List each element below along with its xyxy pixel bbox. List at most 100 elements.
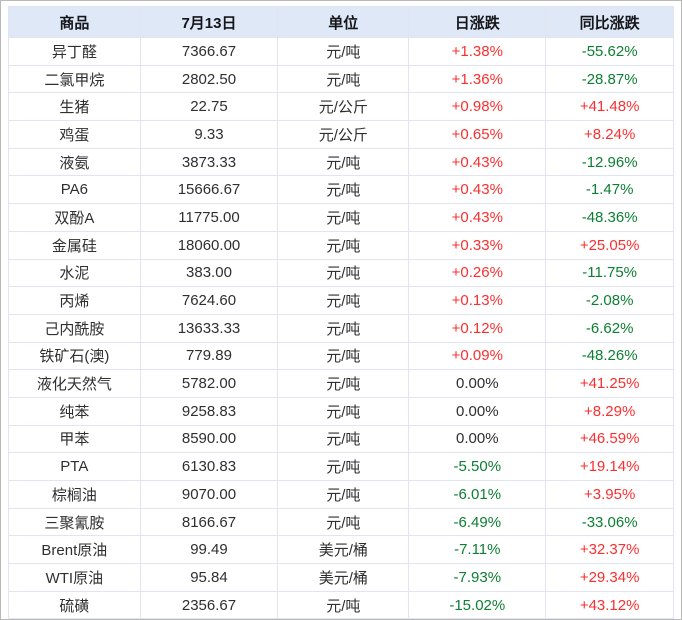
table-row: 液化天然气 5782.00 元/吨 0.00% +41.25%: [8, 369, 674, 398]
unit-cell: 元/吨: [277, 147, 410, 177]
price-cell: 11775.00: [139, 203, 279, 232]
table-header-row: 商品 7月13日 单位 日涨跌 同比涨跌: [8, 6, 674, 38]
price-cell: 7366.67: [139, 37, 279, 66]
commodity-price-table: 商品 7月13日 单位 日涨跌 同比涨跌 异丁醛 7366.67 元/吨 +1.38%…: [8, 6, 674, 620]
table-row: 硫磺 2356.67 元/吨 -15.02% +43.12%: [8, 590, 674, 620]
commodity-name-cell: 己内酰胺: [8, 313, 141, 343]
column-header-yoy-change: 同比涨跌: [545, 6, 674, 38]
commodity-name-cell: 二氯甲烷: [8, 64, 141, 94]
column-header-unit: 单位: [277, 6, 410, 38]
commodity-name-cell: 棕榈油: [8, 480, 141, 509]
unit-cell: 元/吨: [277, 258, 410, 288]
price-cell: 9070.00: [139, 480, 279, 509]
table-row: 鸡蛋 9.33 元/公斤 +0.65% +8.24%: [8, 120, 674, 149]
yoy-change-cell: +46.59%: [545, 424, 674, 454]
yoy-change-cell: +43.12%: [545, 590, 674, 620]
table-row: 液氨 3873.33 元/吨 +0.43% -12.96%: [8, 147, 674, 177]
commodity-name-cell: Brent原油: [8, 535, 141, 565]
table-row: Brent原油 99.49 美元/桶 -7.11% +32.37%: [8, 535, 674, 565]
unit-cell: 元/公斤: [277, 120, 410, 149]
table-row: 金属硅 18060.00 元/吨 +0.33% +25.05%: [8, 230, 674, 260]
price-cell: 13633.33: [139, 313, 279, 343]
price-cell: 2802.50: [139, 64, 279, 94]
unit-cell: 元/吨: [277, 203, 410, 232]
day-change-cell: 0.00%: [408, 369, 547, 398]
price-cell: 3873.33: [139, 147, 279, 177]
table-row: 双酚A 11775.00 元/吨 +0.43% -48.36%: [8, 203, 674, 232]
commodity-name-cell: 三聚氰胺: [8, 507, 141, 537]
day-change-cell: +0.43%: [408, 175, 547, 205]
day-change-cell: +1.36%: [408, 64, 547, 94]
price-cell: 6130.83: [139, 452, 279, 481]
yoy-change-cell: +19.14%: [545, 452, 674, 481]
unit-cell: 元/吨: [277, 37, 410, 66]
table-row: 水泥 383.00 元/吨 +0.26% -11.75%: [8, 258, 674, 288]
table-row: 铁矿石(澳) 779.89 元/吨 +0.09% -48.26%: [8, 341, 674, 371]
unit-cell: 元/吨: [277, 64, 410, 94]
commodity-name-cell: 液化天然气: [8, 369, 141, 398]
unit-cell: 美元/桶: [277, 563, 410, 592]
table-row: PA6 15666.67 元/吨 +0.43% -1.47%: [8, 175, 674, 205]
table-row: PTA 6130.83 元/吨 -5.50% +19.14%: [8, 452, 674, 481]
price-cell: 8166.67: [139, 507, 279, 537]
commodity-name-cell: 鸡蛋: [8, 120, 141, 149]
commodity-name-cell: PA6: [8, 175, 141, 205]
commodity-name-cell: 纯苯: [8, 396, 141, 426]
unit-cell: 元/吨: [277, 480, 410, 509]
commodity-name-cell: WTI原油: [8, 563, 141, 592]
column-header-commodity: 商品: [8, 6, 141, 38]
yoy-change-cell: -48.36%: [545, 203, 674, 232]
table-row: 丙烯 7624.60 元/吨 +0.13% -2.08%: [8, 286, 674, 315]
yoy-change-cell: -12.96%: [545, 147, 674, 177]
price-cell: 7624.60: [139, 286, 279, 315]
price-cell: 5782.00: [139, 369, 279, 398]
column-header-date-price: 7月13日: [139, 6, 279, 38]
yoy-change-cell: -55.62%: [545, 37, 674, 66]
commodity-name-cell: 异丁醛: [8, 37, 141, 66]
table-row: 二氯甲烷 2802.50 元/吨 +1.36% -28.87%: [8, 64, 674, 94]
unit-cell: 元/吨: [277, 341, 410, 371]
day-change-cell: -5.50%: [408, 452, 547, 481]
commodity-name-cell: 双酚A: [8, 203, 141, 232]
yoy-change-cell: +41.25%: [545, 369, 674, 398]
unit-cell: 元/吨: [277, 590, 410, 620]
price-cell: 99.49: [139, 535, 279, 565]
day-change-cell: +1.38%: [408, 37, 547, 66]
day-change-cell: +0.65%: [408, 120, 547, 149]
price-cell: 2356.67: [139, 590, 279, 620]
day-change-cell: +0.98%: [408, 92, 547, 122]
day-change-cell: +0.26%: [408, 258, 547, 288]
table-row: 纯苯 9258.83 元/吨 0.00% +8.29%: [8, 396, 674, 426]
commodity-name-cell: 甲苯: [8, 424, 141, 454]
unit-cell: 美元/桶: [277, 535, 410, 565]
price-cell: 95.84: [139, 563, 279, 592]
yoy-change-cell: +8.24%: [545, 120, 674, 149]
commodity-name-cell: 丙烯: [8, 286, 141, 315]
price-cell: 9258.83: [139, 396, 279, 426]
yoy-change-cell: -6.62%: [545, 313, 674, 343]
price-cell: 383.00: [139, 258, 279, 288]
yoy-change-cell: +8.29%: [545, 396, 674, 426]
table-row: 三聚氰胺 8166.67 元/吨 -6.49% -33.06%: [8, 507, 674, 537]
unit-cell: 元/吨: [277, 424, 410, 454]
day-change-cell: +0.13%: [408, 286, 547, 315]
table-row: 己内酰胺 13633.33 元/吨 +0.12% -6.62%: [8, 313, 674, 343]
day-change-cell: -7.93%: [408, 563, 547, 592]
unit-cell: 元/吨: [277, 286, 410, 315]
table-body: 异丁醛 7366.67 元/吨 +1.38% -55.62% 二氯甲烷 2802.50 元/吨…: [8, 37, 674, 620]
commodity-name-cell: 硫磺: [8, 590, 141, 620]
day-change-cell: +0.33%: [408, 230, 547, 260]
unit-cell: 元/吨: [277, 313, 410, 343]
unit-cell: 元/吨: [277, 230, 410, 260]
day-change-cell: +0.43%: [408, 147, 547, 177]
table-row: 生猪 22.75 元/公斤 +0.98% +41.48%: [8, 92, 674, 122]
day-change-cell: +0.43%: [408, 203, 547, 232]
table-row: 异丁醛 7366.67 元/吨 +1.38% -55.62%: [8, 37, 674, 66]
table-row: 甲苯 8590.00 元/吨 0.00% +46.59%: [8, 424, 674, 454]
price-cell: 18060.00: [139, 230, 279, 260]
price-cell: 22.75: [139, 92, 279, 122]
unit-cell: 元/吨: [277, 396, 410, 426]
yoy-change-cell: +25.05%: [545, 230, 674, 260]
commodity-name-cell: 液氨: [8, 147, 141, 177]
